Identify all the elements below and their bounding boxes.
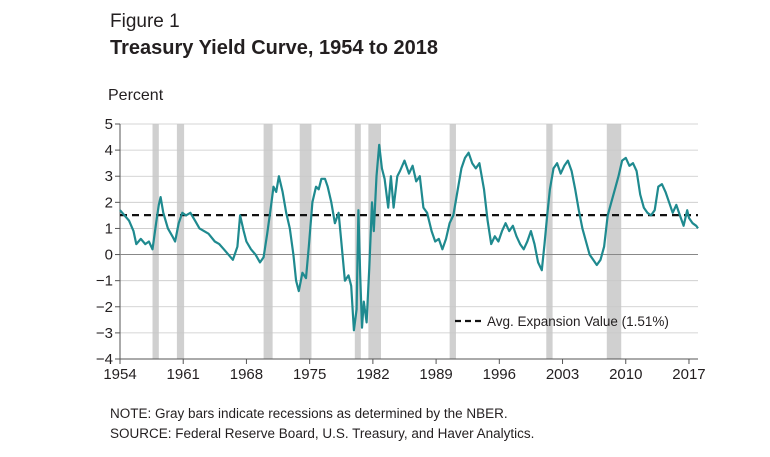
y-tick-label: −1 bbox=[96, 273, 113, 290]
y-tick-label: 2 bbox=[105, 194, 113, 211]
recession-bar bbox=[176, 124, 185, 359]
recession-bar bbox=[368, 124, 382, 359]
legend: Avg. Expansion Value (1.51%) bbox=[455, 314, 669, 329]
x-tick-label: 2003 bbox=[546, 366, 579, 383]
y-tick-label: 4 bbox=[105, 142, 113, 159]
x-tick-label: 2010 bbox=[609, 366, 642, 383]
series-layer bbox=[119, 143, 699, 332]
x-tick-label: 1996 bbox=[483, 366, 516, 383]
notes-block: NOTE: Gray bars indicate recessions as d… bbox=[110, 404, 534, 444]
legend-label: Avg. Expansion Value (1.51%) bbox=[487, 314, 669, 329]
source-text: SOURCE: Federal Reserve Board, U.S. Trea… bbox=[110, 426, 535, 441]
recession-bar bbox=[449, 124, 456, 359]
x-tick-label: 2017 bbox=[672, 366, 705, 383]
y-tick-label: 0 bbox=[105, 247, 113, 264]
recession-bar bbox=[152, 124, 159, 359]
axes bbox=[115, 123, 698, 364]
yield-curve-series-line bbox=[119, 143, 699, 332]
y-tick-label: 1 bbox=[105, 220, 113, 237]
recession-bar bbox=[263, 124, 273, 359]
chart-title: Treasury Yield Curve, 1954 to 2018 bbox=[110, 37, 438, 59]
x-tick-label: 1968 bbox=[230, 366, 263, 383]
y-tick-label: 5 bbox=[105, 116, 113, 133]
x-tick-label: 1954 bbox=[103, 366, 136, 383]
y-tick-label: 3 bbox=[105, 168, 113, 185]
y-axis-unit-label: Percent bbox=[108, 87, 164, 104]
y-tick-label: −4 bbox=[96, 351, 113, 368]
note-text: NOTE: Gray bars indicate recessions as d… bbox=[110, 406, 508, 421]
recession-bar bbox=[299, 124, 312, 359]
x-tick-label: 1961 bbox=[167, 366, 200, 383]
x-tick-label: 1975 bbox=[293, 366, 326, 383]
y-tick-label: −2 bbox=[96, 299, 113, 316]
recession-bar bbox=[546, 124, 553, 359]
figure-number: Figure 1 bbox=[110, 11, 180, 32]
y-tick-label: −3 bbox=[96, 325, 113, 342]
x-tick-label: 1989 bbox=[419, 366, 452, 383]
x-tick-label: 1982 bbox=[356, 366, 389, 383]
